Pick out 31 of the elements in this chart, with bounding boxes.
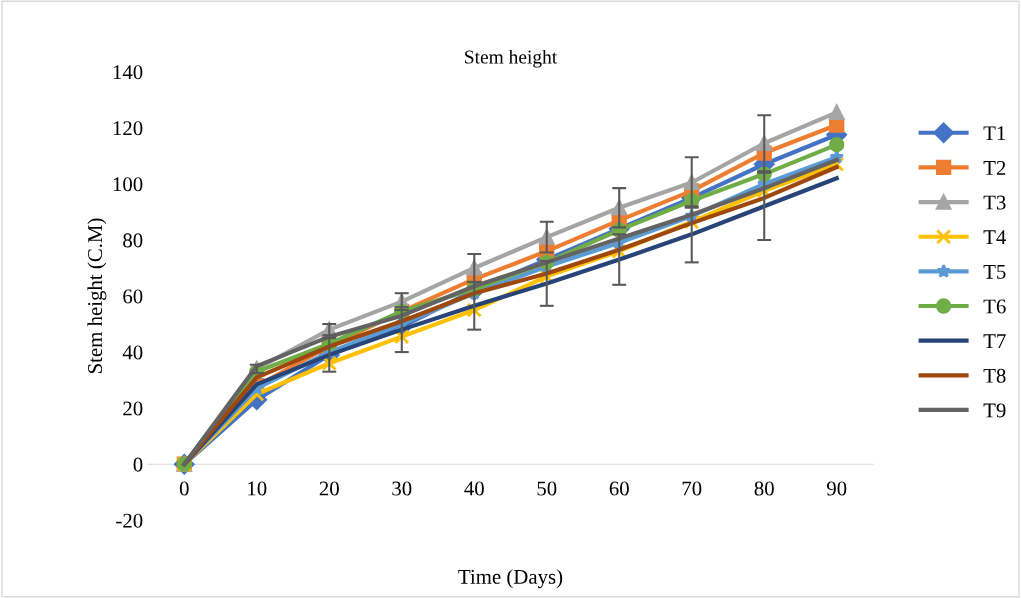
legend-label: T5 [983,265,1006,279]
x-tick-label: 20 [319,481,339,496]
x-axis-title: Time (Days) [458,569,563,589]
legend-label: T7 [983,334,1006,348]
y-tick-label: 140 [113,65,143,80]
legend-label: T3 [983,195,1006,210]
y-tick-label: -20 [116,513,143,528]
y-tick-label: 40 [122,345,143,360]
x-tick-label: 50 [537,481,557,496]
y-tick-label: 0 [133,457,143,472]
y-tick-label: 100 [113,177,143,192]
legend-label: T6 [983,299,1006,314]
x-tick-label: 0 [179,481,189,496]
x-tick-label: 80 [754,481,774,496]
legend-label: T8 [983,368,1006,383]
x-tick-label: 70 [682,481,702,496]
legend-label: T9 [983,403,1006,418]
x-tick-label: 40 [464,481,484,496]
y-tick-label: 60 [123,289,143,304]
y-tick-label: 20 [123,401,143,416]
chart-title: Stem height [465,49,558,68]
legend-label: T2 [983,160,1006,175]
legend-label: T4 [983,230,1007,245]
x-tick-label: 90 [826,481,847,496]
y-axis-title: Stem height (C.M) [87,218,107,374]
x-tick-label: 60 [609,481,629,496]
legend-label: T1 [983,126,1006,141]
y-tick-label: 120 [113,121,143,136]
y-tick-label: 80 [123,233,143,248]
x-tick-label: 10 [248,481,267,496]
x-tick-label: 30 [392,481,412,496]
